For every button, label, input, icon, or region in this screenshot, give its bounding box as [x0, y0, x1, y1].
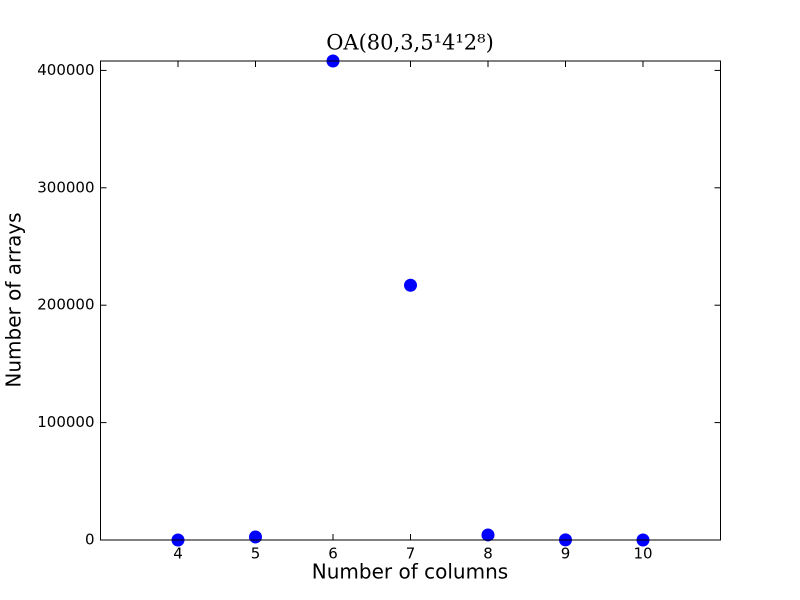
y-tick-label: 100000 — [37, 413, 94, 431]
y-axis-label: Number of arrays — [2, 212, 26, 387]
x-tick-label: 4 — [173, 545, 183, 563]
x-tick-label: 7 — [406, 545, 416, 563]
point — [249, 530, 262, 544]
x-tick-label: 10 — [633, 545, 652, 563]
x-tick-label: 6 — [328, 545, 338, 563]
x-axis-label: Number of columns — [312, 560, 508, 584]
y-tick-label: 300000 — [37, 178, 94, 196]
point — [481, 528, 495, 542]
x-tick-label: 5 — [251, 545, 261, 563]
y-tick-label: 0 — [85, 531, 95, 549]
chart-title: OA(80,3,5¹4¹2⁸) — [326, 31, 494, 55]
plot-frame — [100, 60, 721, 541]
y-tick-label: 200000 — [37, 296, 94, 314]
x-tick-label: 8 — [483, 545, 493, 563]
x-tick-label: 9 — [561, 545, 571, 563]
y-tick-label: 400000 — [37, 61, 94, 79]
point — [404, 278, 417, 292]
